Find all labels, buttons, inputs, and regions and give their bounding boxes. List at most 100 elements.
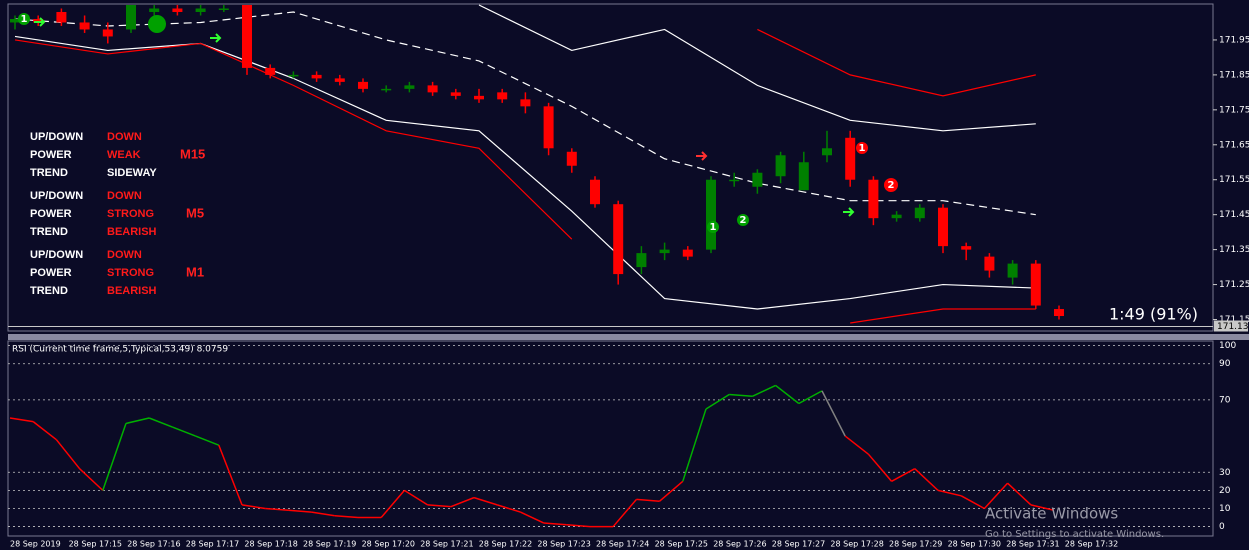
signal-dot	[148, 15, 166, 33]
candle-body	[752, 172, 763, 187]
price-tag: 171.13	[1217, 322, 1249, 332]
rsi-frame	[7, 340, 1214, 537]
rsi-segment	[102, 423, 127, 491]
info-value: WEAK	[107, 149, 141, 161]
candle-body	[172, 8, 183, 12]
candle-body	[798, 162, 809, 191]
signal-markers: 1 1 2 1 2	[18, 13, 898, 233]
candle-body	[149, 8, 160, 12]
candle-body	[288, 74, 299, 77]
signal-label: 2	[888, 180, 895, 191]
candle-body	[566, 151, 577, 166]
candle-body	[450, 92, 461, 96]
rsi-segment	[960, 495, 985, 510]
y-tick-label: 100	[1219, 341, 1236, 351]
candle-body	[265, 67, 276, 75]
x-tick-label: 28 Sep 17:32	[1065, 540, 1118, 549]
rsi-segment	[288, 509, 312, 513]
candle-body	[914, 207, 925, 219]
separator	[8, 334, 1249, 340]
price-tag-box	[1214, 320, 1248, 332]
rsi-segment	[148, 417, 173, 428]
info-label: POWER	[30, 267, 72, 279]
candle-body	[218, 8, 229, 10]
arrow	[210, 33, 222, 43]
band-line	[14, 39, 1036, 324]
rsi-segment	[914, 468, 939, 491]
rsi-segment	[241, 504, 266, 510]
candle-body	[590, 179, 600, 205]
signal-label: 1	[859, 143, 866, 154]
candle-body	[613, 204, 624, 275]
arrow	[843, 207, 855, 217]
y-tick-label: 171.15	[1219, 315, 1249, 325]
x-tick-label: 28 Sep 17:23	[537, 540, 590, 549]
candle-body	[474, 95, 484, 100]
y-tick-label: 20	[1219, 486, 1231, 496]
candle-body	[381, 88, 392, 91]
y-tick-label: 171.65	[1219, 140, 1249, 150]
rsi-segment	[334, 514, 359, 519]
x-tick-label: 28 Sep 17:20	[362, 540, 415, 549]
rsi-segment	[311, 511, 335, 517]
x-tick-label: 28 Sep 17:27	[772, 540, 825, 549]
x-tick-label: 28 Sep 17:30	[948, 540, 1001, 549]
x-tick-label: 28 Sep 17:18	[244, 540, 297, 549]
y-tick-label: 171.75	[1219, 105, 1249, 115]
candle-body	[79, 22, 90, 30]
candle-body	[659, 249, 670, 254]
candle-body	[868, 179, 879, 219]
info-value: STRONG	[107, 208, 154, 220]
rsi-title: RSI (Current time frame,5,Typical,53,49)…	[12, 345, 228, 355]
info-label: TREND	[30, 226, 68, 238]
rsi-segment	[450, 496, 475, 508]
candle-body	[33, 18, 44, 23]
info-value: BEARISH	[107, 226, 157, 238]
rsi-segment	[636, 498, 660, 502]
rsi-segment	[659, 480, 684, 502]
info-label: UP/DOWN	[30, 249, 83, 261]
rsi-segment	[55, 439, 81, 470]
candle-body	[845, 137, 856, 180]
rsi-segment	[566, 524, 591, 528]
candle-body	[195, 8, 206, 12]
y-tick-label: 171.25	[1219, 280, 1249, 290]
signal-dot	[18, 13, 30, 25]
candle-body	[938, 207, 948, 247]
x-tick-label: 28 Sep 17:17	[186, 540, 239, 549]
info-value: STRONG	[107, 267, 154, 279]
rsi-segment	[752, 384, 776, 397]
candle-body	[126, 5, 136, 30]
rsi-segment	[729, 393, 753, 398]
annotation: 1:49 (91%)	[1109, 305, 1198, 324]
rsi-segment	[404, 489, 428, 506]
x-tick-label: 28 Sep 17:15	[69, 540, 122, 549]
rsi-segment	[798, 390, 823, 405]
rsi-segment	[983, 482, 1009, 509]
candle-body	[520, 99, 531, 107]
rsi-segment	[32, 421, 57, 441]
info-label: TREND	[30, 285, 68, 297]
candle-body	[1030, 263, 1041, 306]
rsi-segment	[682, 408, 707, 482]
info-label: UP/DOWN	[30, 190, 83, 202]
candle-body	[334, 78, 345, 82]
candle-body	[729, 179, 740, 182]
rsi-segment	[867, 453, 893, 482]
arrow	[696, 151, 708, 161]
candle-body	[10, 18, 20, 23]
watermark-title: Activate Windows	[985, 505, 1118, 523]
info-label: POWER	[30, 208, 72, 220]
rsi-segment	[543, 522, 567, 526]
rsi-segment	[1030, 504, 1055, 512]
rsi-segment	[844, 435, 869, 455]
x-tick-label: 28 Sep 17:16	[127, 540, 180, 549]
candle-body	[427, 85, 438, 93]
y-tick-label: 30	[1219, 468, 1231, 478]
candle-body	[102, 29, 113, 37]
candle-body	[56, 11, 67, 23]
info-label: UP/DOWN	[30, 131, 83, 143]
x-tick-label: 28 Sep 17:24	[596, 540, 649, 549]
